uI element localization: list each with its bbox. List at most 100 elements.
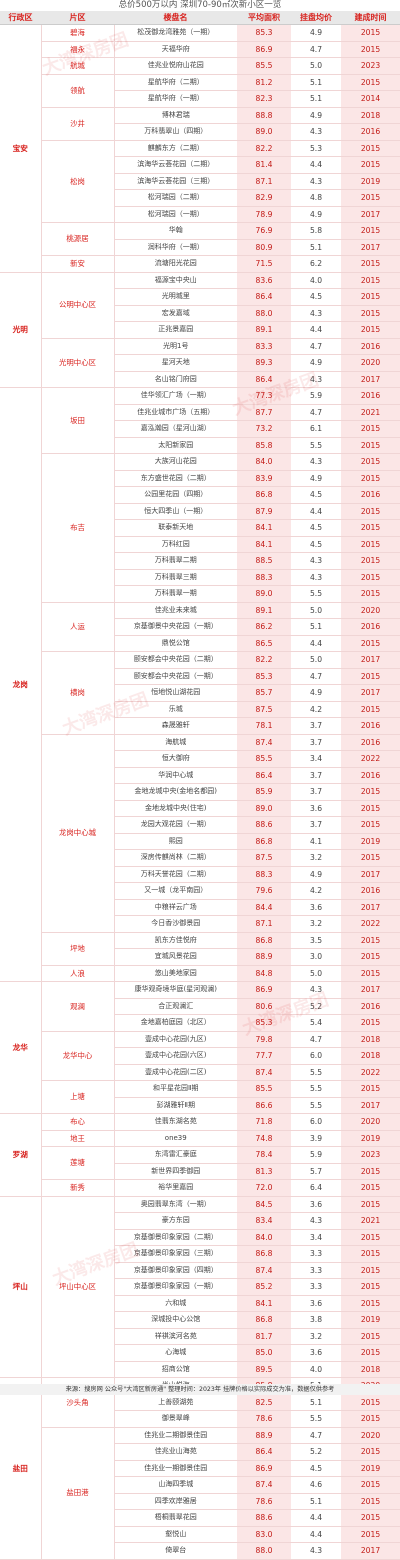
table-row: 宜城风景花园 88.9 3.0 2015 <box>0 948 400 966</box>
built-year-cell: 2015 <box>341 189 400 207</box>
avg-price-cell: 4.7 <box>291 668 341 685</box>
estate-name-cell: 中粮祥云广场 <box>114 899 237 916</box>
avg-size-cell: 86.6 <box>237 1097 291 1114</box>
avg-size-cell: 87.5 <box>237 849 291 867</box>
estate-name-cell: 万科翡翠山（四期） <box>114 123 237 141</box>
avg-size-cell: 88.8 <box>237 107 291 124</box>
avg-price-cell: 4.2 <box>291 882 341 900</box>
district-cell: 光明 <box>0 272 42 388</box>
estate-name-cell: 颐安都会中央花园（二期） <box>114 651 237 669</box>
avg-size-cell: 78.9 <box>237 206 291 223</box>
table-row: 壹成中心花园(六区) 77.7 6.0 2018 <box>0 1047 400 1065</box>
avg-size-cell: 88.6 <box>237 1509 291 1527</box>
table-row: 中粮祥云广场 84.4 3.6 2017 <box>0 899 400 916</box>
page-title: 总价500万以内 深圳70-90㎡次新小区一览 <box>118 0 282 10</box>
table-row: 龙岗中心城 海航城 87.4 3.7 2016 <box>0 734 400 933</box>
avg-price-cell: 4.5 <box>291 288 341 306</box>
table-row: 壹成中心花园(二区) 87.4 5.5 2022 <box>0 1064 400 1081</box>
estate-name-cell: 京基御景印象家园（一期） <box>114 1278 237 1296</box>
avg-size-cell: 84.4 <box>237 899 291 916</box>
built-year-cell: 2022 <box>341 750 400 768</box>
avg-price-cell: 3.0 <box>291 948 341 966</box>
avg-price-cell: 4.7 <box>291 1031 341 1048</box>
avg-price-cell: 5.4 <box>291 1014 341 1032</box>
built-year-cell: 2015 <box>341 1295 400 1312</box>
table-row: 盐田港 佳兆业二期御景佳园 88.9 4.7 2020 <box>0 1427 400 1560</box>
avg-size-cell: 84.8 <box>237 965 291 982</box>
estate-name-cell: 光明1号 <box>114 338 237 355</box>
table-row: 润科华府（一期） 80.9 5.1 2017 <box>0 239 400 256</box>
built-year-cell: 2015 <box>341 140 400 157</box>
estate-name-cell: 壑悦山 <box>114 1526 237 1543</box>
estate-name-cell: 松茂御龙湾雅苑（一期） <box>114 24 237 42</box>
built-year-cell: 2015 <box>341 800 400 817</box>
built-year-cell: 2015 <box>341 24 400 42</box>
avg-price-cell: 6.2 <box>291 255 341 273</box>
estate-name-cell: 康华观奇境华庭(星河观澜) <box>114 981 237 999</box>
avg-size-cell: 71.5 <box>237 255 291 273</box>
avg-size-cell: 86.4 <box>237 767 291 784</box>
area-cell: 人运 <box>41 602 115 652</box>
area-cell: 新安 <box>41 255 115 273</box>
estate-name-cell: 宜城风景花园 <box>114 948 237 966</box>
avg-price-cell: 5.9 <box>291 1146 341 1164</box>
table-row: 京基御景印象家园（一期） 85.2 3.3 2015 <box>0 1278 400 1296</box>
district-cell: 坪山 <box>0 1196 42 1378</box>
table-row: 深房传麒尚林（二期） 87.5 3.2 2015 <box>0 849 400 867</box>
area-cell: 布吉 <box>41 453 115 603</box>
avg-size-cell: 86.4 <box>237 1443 291 1461</box>
table-row: 东方盛世花园（二期） 83.9 4.9 2015 <box>0 470 400 487</box>
table-row: 恒地悦山湖花园 85.7 4.9 2017 <box>0 684 400 702</box>
area-cell: 公明中心区 <box>41 272 115 339</box>
built-year-cell: 2015 <box>341 1014 400 1032</box>
table-row: 京基御景印象家园（四期） 87.4 3.3 2015 <box>0 1262 400 1279</box>
built-year-cell: 2017 <box>341 1542 400 1560</box>
table-row: 京基御景印象家园（二期） 84.0 3.4 2015 <box>0 1229 400 1246</box>
table-row: 豪方东园 83.4 4.3 2021 <box>0 1212 400 1230</box>
estate-name-cell: 正兆景嘉园 <box>114 321 237 339</box>
table-row: 京基御景印象家园（三期） 86.8 3.3 2015 <box>0 1245 400 1263</box>
area-cell: 地王 <box>41 1130 115 1147</box>
avg-size-cell: 86.9 <box>237 41 291 58</box>
avg-size-cell: 71.8 <box>237 1113 291 1131</box>
estate-name-cell: 华润中心城 <box>114 767 237 784</box>
built-year-cell: 2015 <box>341 519 400 537</box>
avg-size-cell: 88.9 <box>237 948 291 966</box>
table-row: 新秀 裕华里嘉园 72.0 6.4 2015 <box>0 1179 400 1197</box>
header-district: 行政区 <box>0 11 41 25</box>
avg-size-cell: 80.6 <box>237 998 291 1015</box>
area-cell: 桃源居 <box>41 222 115 256</box>
table-row: 招商公馆 89.5 4.0 2018 <box>0 1361 400 1378</box>
area-cell: 坪山中心区 <box>41 1196 115 1378</box>
built-year-cell: 2015 <box>341 1278 400 1296</box>
avg-size-cell: 86.4 <box>237 288 291 306</box>
estate-name-cell: 太阳新家园 <box>114 437 237 454</box>
avg-price-cell: 3.8 <box>291 1311 341 1329</box>
avg-price-cell: 3.5 <box>291 932 341 949</box>
estate-name-cell: 佳兆业山海苑 <box>114 1443 237 1461</box>
avg-size-cell: 86.8 <box>237 486 291 504</box>
district-cell: 盐田 <box>0 1377 42 1560</box>
avg-price-cell: 5.1 <box>291 239 341 256</box>
built-year-cell: 2018 <box>341 1031 400 1048</box>
avg-price-cell: 4.9 <box>291 206 341 223</box>
avg-size-cell: 84.0 <box>237 453 291 471</box>
avg-price-cell: 5.2 <box>291 1443 341 1461</box>
table-row: 六和城 84.1 3.6 2015 <box>0 1295 400 1312</box>
table-row: 龙园大观花园（一期） 88.6 3.7 2015 <box>0 816 400 834</box>
header-area: 片区 <box>41 11 114 25</box>
built-year-cell: 2015 <box>341 552 400 570</box>
header-avg-size: 平均面积 <box>237 11 291 25</box>
estate-name-cell: 乐城 <box>114 701 237 718</box>
built-year-cell: 2022 <box>341 1064 400 1081</box>
estate-name-cell: 松河瑞园（二期） <box>114 189 237 207</box>
avg-price-cell: 3.7 <box>291 734 341 751</box>
built-year-cell: 2015 <box>341 1443 400 1461</box>
avg-price-cell: 4.5 <box>291 486 341 504</box>
avg-price-cell: 6.4 <box>291 1179 341 1197</box>
avg-size-cell: 85.3 <box>237 24 291 42</box>
table-row: 宏发嘉域 88.0 4.3 2015 <box>0 305 400 322</box>
built-year-cell: 2018 <box>341 1361 400 1378</box>
avg-size-cell: 87.1 <box>237 173 291 190</box>
estate-name-cell: 光明城里 <box>114 288 237 306</box>
